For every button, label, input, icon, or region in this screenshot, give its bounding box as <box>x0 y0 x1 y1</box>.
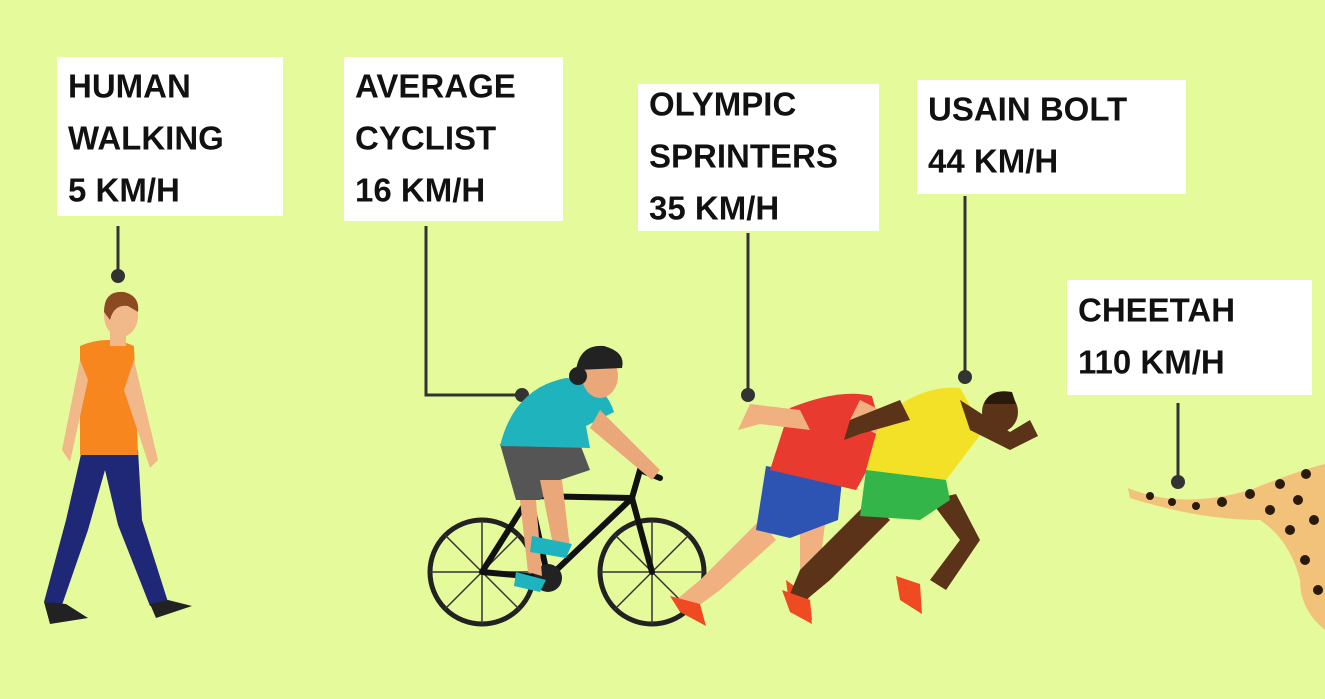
label-line: SPRINTERS <box>649 138 838 175</box>
bolt-illustration <box>782 387 1038 620</box>
connector-dot <box>111 269 125 283</box>
label-box <box>1067 280 1312 395</box>
label-line: 44 KM/H <box>928 143 1058 180</box>
label-line: OLYMPIC <box>649 86 796 123</box>
connector <box>424 226 522 397</box>
label-line: CHEETAH <box>1078 292 1235 329</box>
connector-dot <box>1171 475 1185 489</box>
label-line: USAIN BOLT <box>928 91 1127 128</box>
label-line: 35 KM/H <box>649 190 779 227</box>
connectors <box>111 196 1185 489</box>
cyclist-illustration <box>427 345 707 627</box>
walker-illustration <box>44 291 192 624</box>
label-line: HUMAN <box>68 68 191 105</box>
label-line: WALKING <box>68 120 224 157</box>
cheetah-illustration <box>1128 464 1325 630</box>
label-box <box>638 84 879 231</box>
label-box <box>57 57 283 216</box>
sprinter-illustration <box>670 393 900 626</box>
label-line: 110 KM/H <box>1078 344 1225 381</box>
connector-dot <box>958 370 972 384</box>
label-box <box>344 57 563 221</box>
connector-dot <box>741 388 755 402</box>
label-box <box>917 80 1186 194</box>
label-line: AVERAGE <box>355 68 516 105</box>
label-line: 5 KM/H <box>68 172 180 209</box>
labels: HUMAN WALKING 5 KM/H AVERAGE CYCLIST 16 KM/H O… <box>57 57 1312 395</box>
label-line: CYCLIST <box>355 120 496 157</box>
label-line: 16 KM/H <box>355 172 485 209</box>
